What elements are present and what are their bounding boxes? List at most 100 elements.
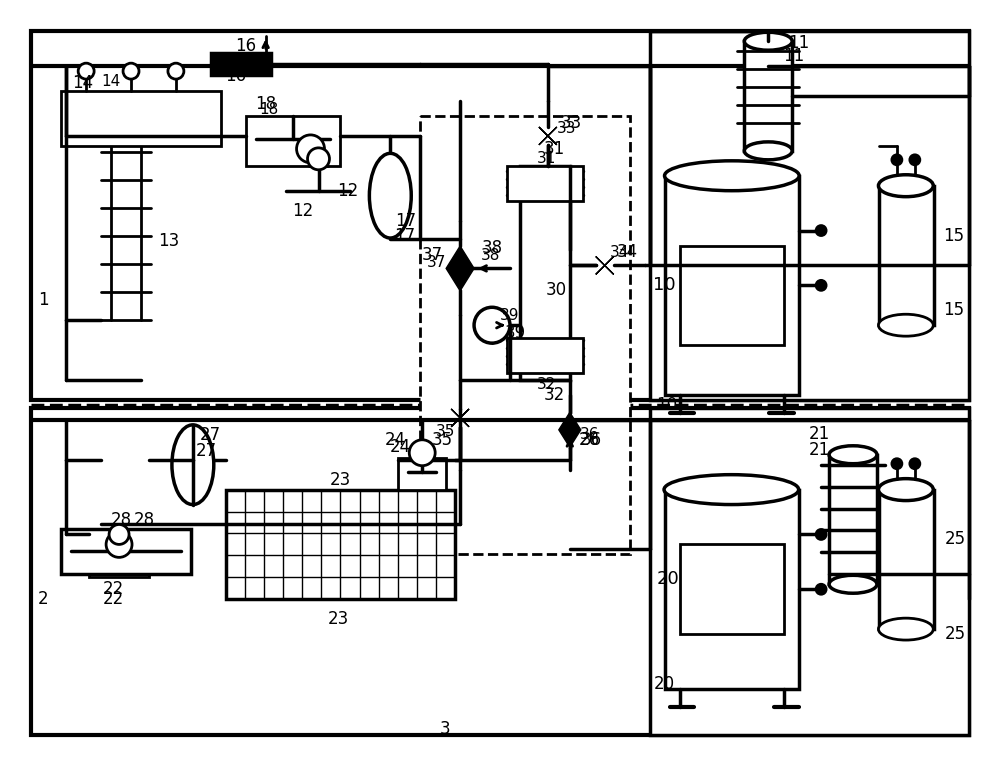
Text: 13: 13 [158,231,180,250]
Bar [507,165,583,201]
Text: 17: 17 [395,211,416,230]
Text: 34: 34 [617,244,638,261]
Text: 10: 10 [656,396,677,414]
Circle shape [409,440,435,466]
Polygon shape [596,257,614,274]
Bar [211,53,271,75]
Text: 10: 10 [653,277,676,294]
Text: 22: 22 [102,581,124,598]
Circle shape [892,459,902,469]
Text: 36: 36 [581,430,602,449]
Text: 18: 18 [259,103,278,117]
Text: 16: 16 [235,38,256,55]
Text: 16: 16 [225,67,246,85]
Circle shape [106,532,132,558]
Text: 12: 12 [292,201,313,220]
Ellipse shape [369,153,411,238]
Text: 34: 34 [610,245,629,260]
Ellipse shape [878,175,933,197]
Ellipse shape [744,142,792,160]
Bar [507,338,583,373]
Bar [665,489,799,689]
Bar [61,91,221,146]
Text: 27: 27 [200,426,221,444]
Circle shape [816,225,826,235]
Text: 27: 27 [195,442,216,460]
Polygon shape [596,257,614,274]
Circle shape [297,135,324,163]
Text: 11: 11 [789,34,810,52]
Bar [879,489,934,629]
Ellipse shape [664,475,799,505]
Ellipse shape [878,479,933,500]
Text: 11: 11 [784,47,805,65]
Circle shape [910,155,920,165]
Bar [246,116,340,165]
Ellipse shape [744,32,792,51]
Circle shape [109,525,129,545]
Circle shape [168,63,184,79]
Text: 37: 37 [422,247,443,264]
Circle shape [910,459,920,469]
Bar [398,458,446,489]
Circle shape [78,63,94,79]
Text: 17: 17 [394,227,415,244]
Ellipse shape [878,618,933,640]
Text: 39: 39 [504,324,526,342]
Circle shape [123,63,139,79]
Circle shape [308,148,329,170]
Ellipse shape [665,161,799,191]
Text: 3: 3 [440,720,450,738]
Text: 28: 28 [110,510,132,529]
Polygon shape [446,246,474,291]
Text: 15: 15 [943,227,964,244]
Polygon shape [559,412,581,447]
Text: 21: 21 [808,425,830,443]
Text: 26: 26 [579,430,600,449]
Ellipse shape [829,446,877,463]
Text: 1: 1 [38,291,49,309]
Bar [665,175,799,395]
Text: 35: 35 [432,430,453,449]
Text: 39: 39 [500,308,520,322]
Bar [31,31,969,400]
Bar [226,489,455,599]
Circle shape [474,307,510,343]
Bar [89,549,149,578]
Text: 15: 15 [943,301,964,319]
Bar [31,408,969,735]
Text: 35: 35 [435,424,455,440]
Text: 25: 25 [945,530,966,548]
Ellipse shape [829,575,877,593]
Text: 38: 38 [481,240,503,257]
Text: 14: 14 [73,74,94,92]
Bar [61,529,191,574]
Text: 23: 23 [328,611,349,628]
Circle shape [816,529,826,539]
Circle shape [816,584,826,594]
Text: 25: 25 [945,625,966,643]
Text: 22: 22 [102,591,124,608]
Text: 20: 20 [654,675,675,693]
Text: 33: 33 [561,114,582,132]
Bar [520,165,570,380]
Polygon shape [451,409,469,427]
Bar [879,185,934,326]
Bar [650,31,969,400]
Polygon shape [451,409,469,427]
Text: 24: 24 [390,437,411,456]
Bar [680,545,784,634]
Ellipse shape [172,425,214,505]
Text: 32: 32 [543,386,564,404]
Circle shape [892,155,902,165]
Text: 14: 14 [101,74,121,89]
Text: 31: 31 [537,152,557,166]
Bar [420,116,630,555]
Polygon shape [539,127,557,145]
Text: 24: 24 [385,430,406,449]
Bar [650,408,969,735]
Text: 20: 20 [656,570,679,588]
Text: 36: 36 [580,427,600,442]
Text: 21: 21 [808,440,830,459]
Text: 18: 18 [255,95,276,113]
